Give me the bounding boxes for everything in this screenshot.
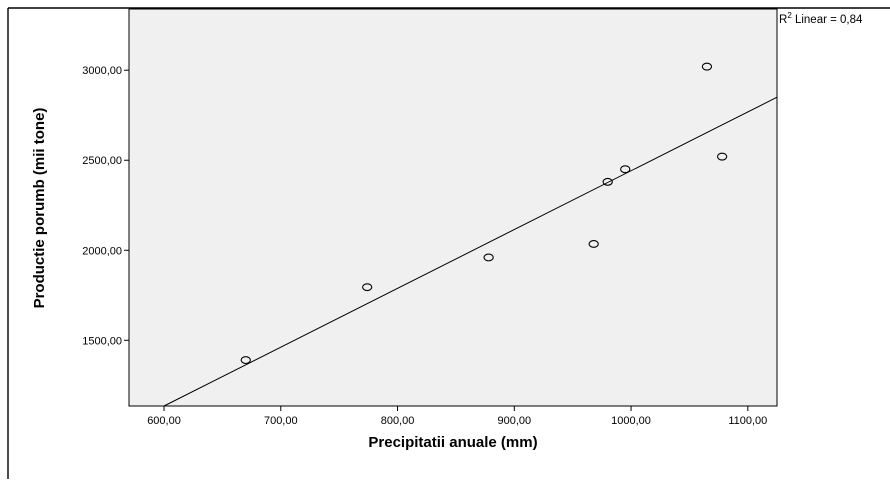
data-points xyxy=(240,62,728,365)
data-point xyxy=(362,283,373,292)
x-tick-label: 1100,00 xyxy=(728,415,767,427)
r2-text: Linear = 0,84 xyxy=(792,14,863,26)
r2-superscript: 2 xyxy=(787,11,792,20)
x-tick-label: 800,00 xyxy=(381,415,415,427)
x-tick-label: 1000,00 xyxy=(611,415,651,427)
data-point xyxy=(588,240,599,248)
x-axis-ticks: 600,00 700,00 800,00 900,00 1000,00 1100,00 xyxy=(147,406,767,427)
data-point xyxy=(701,62,713,71)
r2-annotation: R2 Linear = 0,84 xyxy=(779,11,863,26)
y-tick-label: 1500,00 xyxy=(82,335,122,347)
data-point xyxy=(602,177,613,186)
y-axis-ticks: 1500,00 2000,00 2500,00 3000,00 xyxy=(82,65,129,347)
y-tick-label: 2000,00 xyxy=(82,245,122,257)
x-tick-label: 700,00 xyxy=(264,415,298,427)
linear-fit-line xyxy=(163,96,778,407)
data-point xyxy=(716,152,728,161)
x-axis-title: Precipitatii anuale (mm) xyxy=(368,434,537,451)
data-point xyxy=(620,165,631,174)
data-point xyxy=(240,356,251,365)
y-axis-title: Productie porumb (mii tone) xyxy=(31,108,48,309)
x-tick-label: 600,00 xyxy=(147,415,181,427)
data-point xyxy=(483,253,494,262)
plot-area xyxy=(128,8,778,407)
y-tick-label: 2500,00 xyxy=(82,155,122,167)
r2-prefix: R xyxy=(779,14,787,26)
y-tick-label: 3000,00 xyxy=(82,65,122,77)
x-tick-label: 900,00 xyxy=(497,415,531,427)
fit-line-layer xyxy=(163,96,778,407)
